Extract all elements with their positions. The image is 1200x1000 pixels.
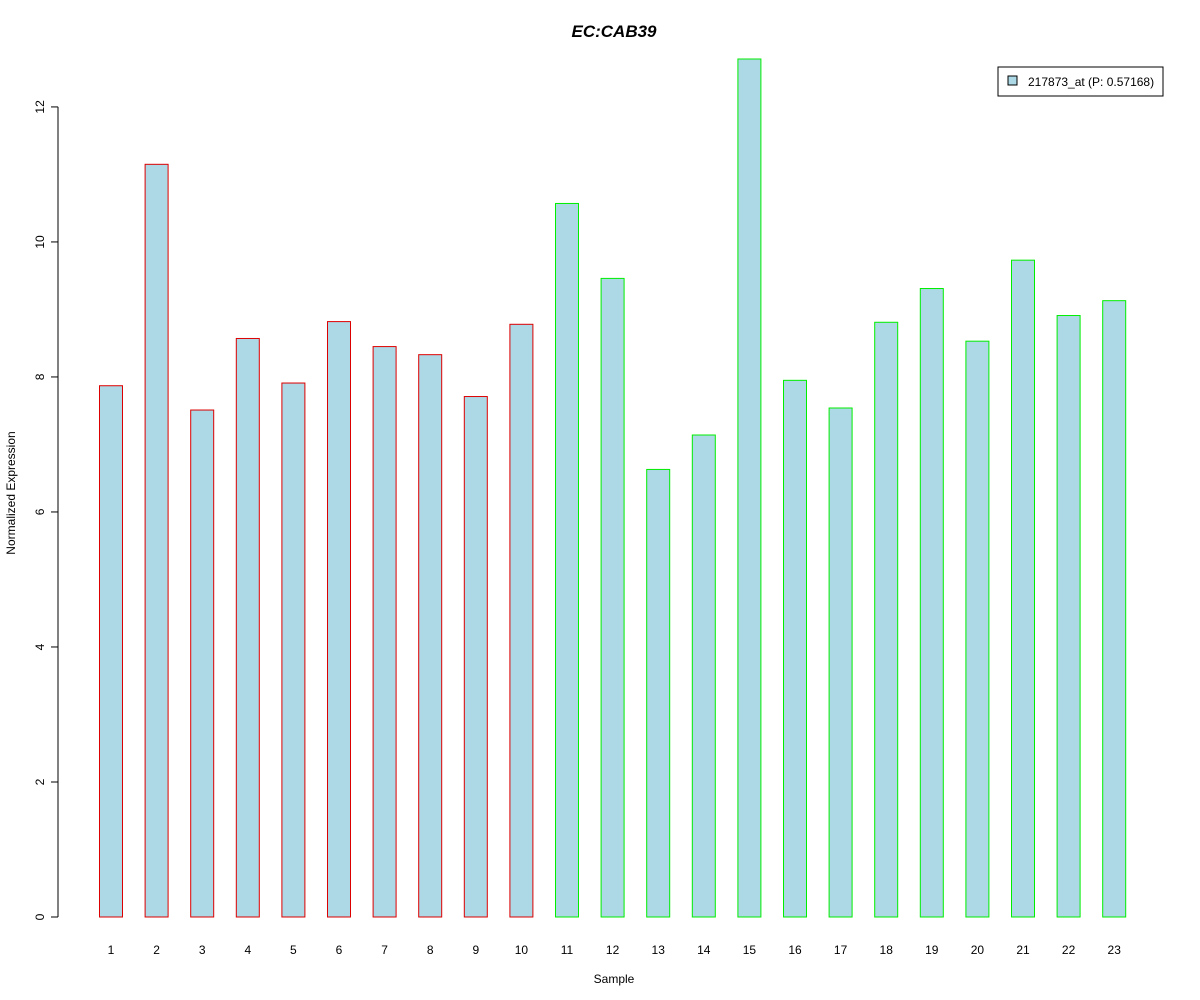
bar bbox=[965, 340, 990, 918]
bar bbox=[783, 379, 807, 918]
x-tick-label: 15 bbox=[743, 943, 757, 957]
y-tick-label: 12 bbox=[33, 100, 47, 114]
legend-label: 217873_at (P: 0.57168) bbox=[1028, 75, 1154, 89]
x-tick-label: 5 bbox=[290, 943, 297, 957]
y-axis-label: Normalized Expression bbox=[4, 431, 18, 554]
x-tick-labels: 1 2 3 4 5 6 7 8 9 10 11 12 13 14 15 16 17 18 19 20 21 22 23 bbox=[108, 943, 1122, 957]
y-tick-label: 10 bbox=[33, 235, 47, 249]
legend-swatch bbox=[1007, 75, 1018, 86]
legend-box bbox=[997, 66, 1164, 97]
x-tick-label: 10 bbox=[515, 943, 529, 957]
bar bbox=[919, 288, 944, 918]
x-tick-label: 21 bbox=[1016, 943, 1030, 957]
bar bbox=[646, 468, 671, 918]
bar bbox=[737, 58, 762, 918]
bar bbox=[281, 382, 306, 918]
y-tick-label: 0 bbox=[33, 913, 47, 920]
bar bbox=[327, 321, 351, 918]
x-tick-label: 4 bbox=[244, 943, 251, 957]
bar bbox=[99, 385, 123, 918]
bar bbox=[600, 277, 625, 918]
x-tick-label: 17 bbox=[834, 943, 848, 957]
bars bbox=[99, 58, 1127, 918]
bar bbox=[691, 434, 716, 918]
chart-title: EC:CAB39 bbox=[571, 22, 657, 41]
bar bbox=[509, 323, 534, 918]
x-tick-label: 8 bbox=[427, 943, 434, 957]
x-tick-label: 9 bbox=[472, 943, 479, 957]
y-tick-label: 4 bbox=[33, 643, 47, 650]
x-tick-label: 20 bbox=[971, 943, 985, 957]
x-tick-label: 23 bbox=[1108, 943, 1122, 957]
y-tick-label: 8 bbox=[33, 373, 47, 380]
x-tick-label: 13 bbox=[652, 943, 666, 957]
bar bbox=[1011, 259, 1035, 918]
bar bbox=[828, 407, 853, 918]
y-tick-label: 2 bbox=[33, 778, 47, 785]
bar bbox=[235, 337, 260, 918]
bar bbox=[463, 396, 488, 918]
x-tick-label: 7 bbox=[381, 943, 388, 957]
bar bbox=[418, 354, 443, 918]
bar bbox=[190, 409, 215, 918]
x-tick-label: 22 bbox=[1062, 943, 1076, 957]
x-tick-label: 18 bbox=[880, 943, 894, 957]
x-tick-label: 1 bbox=[108, 943, 115, 957]
x-axis-label: Sample bbox=[594, 972, 635, 986]
bar bbox=[555, 202, 579, 918]
bar bbox=[1056, 315, 1081, 918]
x-tick-label: 12 bbox=[606, 943, 620, 957]
x-tick-label: 11 bbox=[561, 943, 574, 957]
bar bbox=[874, 321, 899, 918]
bar bbox=[372, 346, 397, 918]
x-tick-label: 2 bbox=[153, 943, 160, 957]
x-tick-label: 6 bbox=[336, 943, 343, 957]
x-tick-label: 3 bbox=[199, 943, 206, 957]
y-tick-label: 6 bbox=[33, 508, 47, 515]
bar bbox=[1102, 300, 1127, 918]
bar bbox=[144, 163, 169, 918]
x-tick-label: 14 bbox=[697, 943, 711, 957]
x-tick-label: 19 bbox=[925, 943, 939, 957]
legend: 217873_at (P: 0.57168) bbox=[997, 66, 1164, 97]
x-tick-label: 16 bbox=[788, 943, 802, 957]
y-axis: 0 2 4 6 8 10 12 bbox=[33, 100, 59, 920]
